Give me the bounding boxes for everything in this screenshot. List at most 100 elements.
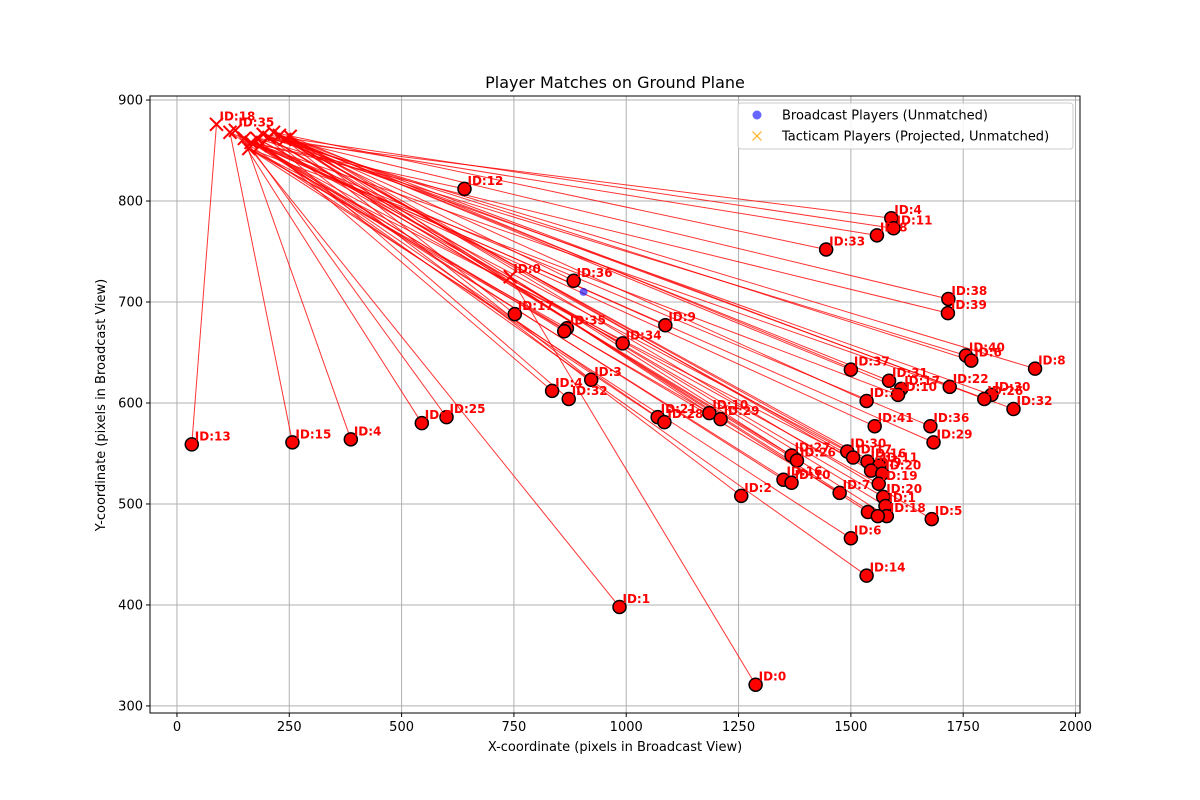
broadcast-matched-point	[942, 379, 957, 395]
broadcast-matched-point	[414, 415, 430, 431]
broadcast-matched-point	[871, 476, 886, 492]
legend-tacticam-marker	[751, 130, 763, 142]
tacticam-matched-marker	[282, 129, 298, 144]
x-tick-label: 500	[389, 720, 414, 735]
broadcast-matched-point	[843, 362, 859, 377]
broadcast-unmatched-point	[579, 287, 588, 296]
match-line	[243, 138, 447, 418]
broadcast-id-label: ID:25	[450, 402, 486, 416]
broadcast-id-label: ID:19	[882, 469, 918, 483]
match-line	[259, 145, 867, 577]
broadcast-matched-point	[926, 435, 941, 450]
broadcast-id-label: ID:27	[795, 440, 831, 454]
broadcast-matched-point	[612, 599, 627, 615]
points	[184, 117, 1043, 692]
broadcast-id-label: ID:33	[829, 234, 865, 248]
broadcast-id-label: ID:17	[518, 299, 554, 313]
broadcast-id-label: ID:18	[890, 501, 926, 515]
broadcast-matched-point	[832, 485, 847, 501]
marker-stroke	[209, 117, 224, 132]
legend: Broadcast Players (Unmatched) Tacticam P…	[737, 102, 1074, 150]
broadcast-id-label: ID:17	[904, 374, 940, 388]
broadcast-id-label: ID:4	[894, 203, 922, 217]
broadcast-matched-point	[843, 531, 859, 546]
broadcast-id-label: ID:16	[786, 465, 822, 479]
tacticam-matched-marker	[503, 269, 518, 284]
broadcast-id-label: ID:38	[951, 284, 987, 298]
broadcast-matched-point	[733, 488, 749, 504]
plot-frame	[149, 95, 1081, 714]
tacticam-id-label: ID:18	[219, 109, 255, 123]
broadcast-matched-point	[702, 405, 717, 421]
broadcast-matched-point	[924, 511, 939, 527]
broadcast-id-label: ID:29	[724, 404, 760, 418]
tacticam-matched-marker	[209, 117, 224, 132]
match-line	[284, 138, 949, 300]
broadcast-matched-point	[657, 414, 672, 430]
marker-stroke	[222, 125, 238, 140]
broadcast-matched-point	[789, 453, 805, 468]
match-line	[273, 131, 886, 507]
match-line	[243, 138, 352, 440]
match-line	[268, 137, 742, 497]
match-line	[279, 134, 867, 402]
match-line	[284, 138, 880, 467]
broadcast-matched-point	[964, 353, 979, 368]
broadcast-matched-point	[544, 383, 560, 399]
broadcast-matched-point	[845, 450, 861, 465]
x-tick-label: 750	[501, 720, 526, 735]
broadcast-id-label: ID:32	[572, 384, 608, 398]
broadcast-id-label: ID:20	[886, 482, 922, 496]
broadcast-matched-point	[439, 409, 454, 425]
y-tick-label: 700	[118, 296, 143, 311]
broadcast-id-label: ID:40	[969, 341, 1005, 355]
broadcast-id-label: ID:29	[937, 427, 973, 441]
tacticam-id-label: ID:35	[238, 115, 274, 129]
broadcast-id-label: ID:26	[800, 446, 836, 460]
chart-title: Player Matches on Ground Plane	[485, 73, 745, 92]
broadcast-id-label: ID:8	[1038, 354, 1066, 368]
broadcast-matched-point	[890, 387, 906, 403]
broadcast-id-label: ID:11	[897, 213, 933, 227]
broadcast-id-label: ID:30	[994, 380, 1030, 394]
broadcast-matched-point	[923, 418, 938, 434]
x-tick-label: 2000	[1059, 720, 1092, 735]
broadcast-matched-point	[859, 568, 874, 583]
broadcast-id-label: ID:21	[661, 402, 697, 416]
match-line	[250, 142, 623, 344]
match-line	[263, 133, 894, 229]
marker-stroke	[256, 127, 271, 142]
match-line	[250, 141, 934, 443]
broadcast-matched-point	[748, 677, 763, 692]
broadcast-id-label: ID:36	[933, 411, 969, 425]
broadcast-id-label: ID:30	[850, 436, 886, 450]
match-line	[284, 139, 879, 517]
tacticam-matched-marker	[249, 131, 265, 146]
broadcast-matched-point	[886, 221, 901, 236]
id-labels: ID:12ID:4ID:11ID:8ID:33ID:36ID:38ID:39ID…	[195, 109, 1066, 683]
broadcast-id-label: ID:1	[888, 491, 916, 505]
broadcast-matched-point	[556, 324, 572, 339]
broadcast-id-label: ID:11	[882, 451, 918, 465]
x-tick-label: 250	[277, 720, 302, 735]
broadcast-matched-point	[784, 475, 799, 491]
marker-stroke	[282, 129, 298, 144]
broadcast-id-label: ID:36	[577, 266, 613, 280]
match-line	[191, 124, 217, 445]
axis-ticks: 0 250 500 750 1000 1250 1500 1750 2000 300 400 500 6…	[118, 94, 1092, 735]
match-line	[250, 142, 840, 494]
broadcast-id-label: ID:9	[874, 456, 902, 470]
x-tick-label: 1750	[947, 720, 980, 735]
marker-stroke	[249, 131, 265, 146]
match-line	[284, 138, 1014, 410]
y-tick-label: 300	[118, 699, 143, 714]
marker-stroke	[237, 131, 252, 146]
broadcast-id-label: ID:37	[854, 355, 890, 369]
broadcast-id-label: ID:3	[594, 365, 622, 379]
broadcast-id-label: ID:15	[295, 427, 331, 441]
y-tick-label: 800	[118, 195, 143, 210]
broadcast-matched-point	[867, 418, 882, 434]
broadcast-id-label: ID:35	[570, 313, 606, 327]
broadcast-matched-point	[977, 391, 992, 407]
broadcast-id-label: ID:6	[854, 523, 882, 537]
